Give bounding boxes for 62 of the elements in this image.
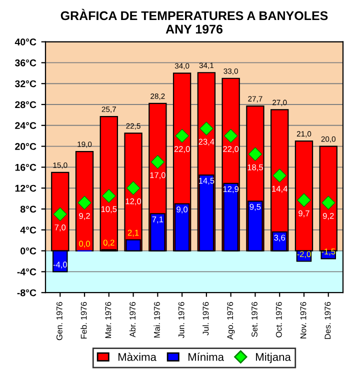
legend-label: Màxima xyxy=(118,352,156,361)
x-tick-label: Des. 1976 xyxy=(324,302,331,339)
data-label: 9,7 xyxy=(298,210,310,218)
y-tick-label: 8°C xyxy=(20,206,36,213)
bar xyxy=(100,116,118,252)
y-tick-label: 0°C xyxy=(20,248,36,254)
point xyxy=(272,168,287,182)
point xyxy=(78,196,92,210)
point xyxy=(200,122,214,136)
y-tick-label: 24°C xyxy=(15,122,36,130)
chart-title: GRÀFICA DE TEMPERATURES A BANYOLES ANY 1976 xyxy=(60,8,328,34)
point xyxy=(126,181,140,196)
data-label: 0,2 xyxy=(103,240,114,247)
y-tick-label: 16°C xyxy=(15,164,36,171)
x-tick-label: Feb. 1976 xyxy=(80,302,87,338)
data-label: 7,1 xyxy=(152,216,164,224)
data-label: 23,4 xyxy=(198,138,214,146)
data-label: 0,0 xyxy=(79,240,90,248)
x-tick-label: Nov. 1976 xyxy=(300,302,306,338)
point xyxy=(297,193,311,208)
x-tick-label: Mar. 1976 xyxy=(105,302,112,338)
y-tick-label: 4°C xyxy=(20,226,36,234)
x-tick-label: Set. 1976 xyxy=(252,302,258,337)
legend-label: Mitjana xyxy=(256,352,291,364)
point xyxy=(53,207,68,222)
y-tick-label: 28°C xyxy=(15,101,36,108)
data-label: 12,0 xyxy=(126,198,142,206)
point xyxy=(248,147,262,162)
data-label: 7,0 xyxy=(54,224,66,232)
x-tick-label: Jun. 1976 xyxy=(178,302,184,338)
x-tick-label: Ago. 1976 xyxy=(227,302,235,340)
y-tick-label: 32°C xyxy=(14,80,36,88)
data-label: 22,0 xyxy=(223,146,239,153)
x-tick-label: Mai. 1976 xyxy=(154,302,160,338)
data-label: 22,0 xyxy=(174,146,190,153)
point xyxy=(224,128,238,143)
data-label: 3,6 xyxy=(274,234,286,242)
y-tick-label: 20°C xyxy=(15,143,36,150)
data-label: 2,1 xyxy=(128,230,139,237)
legend-label: Mínima xyxy=(188,352,224,361)
point xyxy=(102,189,116,203)
bar xyxy=(75,150,94,252)
point xyxy=(150,155,165,169)
x-tick-label: Oct. 1976 xyxy=(276,302,282,338)
data-label: 9,2 xyxy=(79,212,90,220)
data-label: 17,0 xyxy=(150,172,166,180)
y-tick-label: -4°C xyxy=(17,268,36,276)
y-tick-label: 12°C xyxy=(15,184,36,192)
point xyxy=(175,128,189,143)
data-label: 9,2 xyxy=(322,212,334,220)
y-tick-label: 40°C xyxy=(14,38,36,46)
x-tick-label: Jul. 1976 xyxy=(202,302,209,336)
data-label: 14,4 xyxy=(272,186,288,193)
x-tick-label: Gen. 1976 xyxy=(56,302,62,340)
y-tick-label: 36°C xyxy=(14,59,36,66)
x-tick-label: Abr. 1976 xyxy=(129,302,136,338)
data-label: 9,5 xyxy=(250,204,261,211)
data-label: 9,0 xyxy=(176,206,188,214)
data-label: 18,5 xyxy=(248,164,263,172)
point xyxy=(321,196,336,210)
data-label: 10,5 xyxy=(101,206,117,214)
y-tick-label: -8°C xyxy=(17,289,36,296)
